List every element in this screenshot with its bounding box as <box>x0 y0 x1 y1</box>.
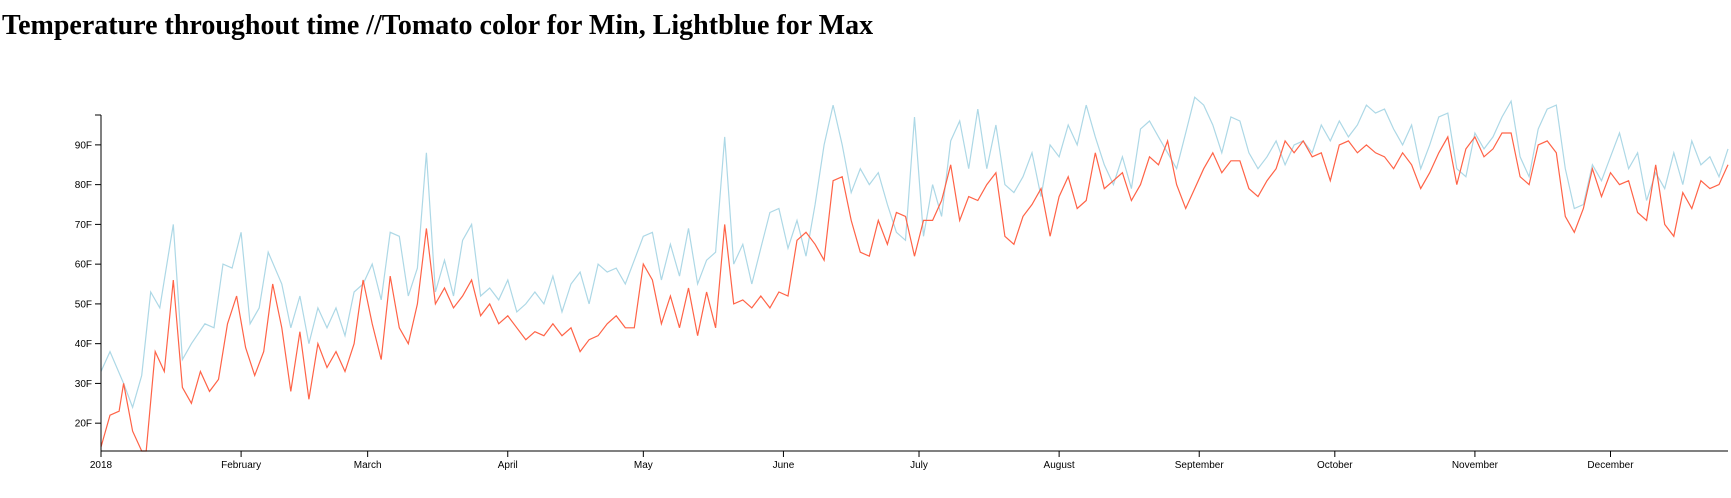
x-tick-label: May <box>634 460 653 471</box>
y-tick-label: 30F <box>75 379 92 390</box>
x-tick-label: June <box>773 460 795 471</box>
series-layer <box>100 96 1729 452</box>
y-tick-label: 50F <box>75 299 92 310</box>
y-tick-label: 40F <box>75 339 92 350</box>
y-tick-label: 90F <box>75 140 92 151</box>
x-tick-label: October <box>1317 460 1353 471</box>
series-line-min <box>100 132 1729 452</box>
x-tick-label: April <box>498 460 518 471</box>
x-tick-label: March <box>354 460 382 471</box>
y-tick-label: 60F <box>75 260 92 271</box>
x-tick-label: August <box>1044 460 1075 471</box>
y-tick-label: 20F <box>75 419 92 430</box>
x-axis: 2018 February March April May June July August S… <box>90 450 1728 471</box>
x-tick-label: July <box>910 460 928 471</box>
series-line-max <box>100 96 1729 410</box>
y-tick-label: 70F <box>75 220 92 231</box>
x-tick-label: 2018 <box>90 460 113 471</box>
page-title: Temperature throughout time //Tomato col… <box>2 10 874 41</box>
y-tick-label: 80F <box>75 180 92 191</box>
x-tick-label: February <box>221 460 261 471</box>
x-tick-label: November <box>1452 460 1499 471</box>
x-tick-label: September <box>1175 460 1225 471</box>
y-axis: 20F 30F 40F 50F 60F 70F 80F 90F <box>75 114 102 451</box>
x-tick-label: December <box>1587 460 1634 471</box>
